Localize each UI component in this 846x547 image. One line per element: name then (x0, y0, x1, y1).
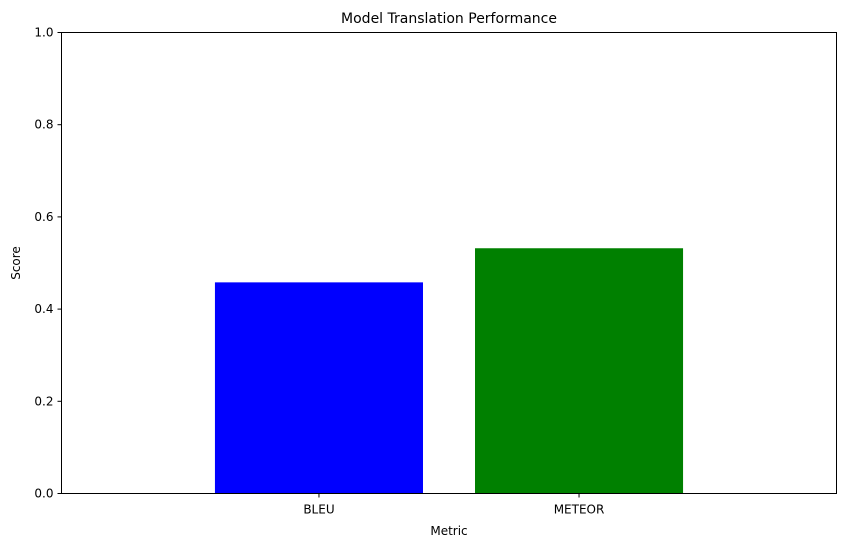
y-tick-label: 0.8 (34, 118, 53, 132)
bar-meteor (475, 248, 684, 494)
bars-group (214, 248, 684, 494)
y-tick-label: 1.0 (34, 26, 53, 40)
x-tick-label: METEOR (554, 503, 605, 517)
plot-frame (61, 32, 837, 494)
y-tick-label: 0.2 (34, 394, 53, 408)
x-tick-label: BLEU (303, 503, 334, 517)
y-axis-label: Score (9, 246, 23, 280)
y-tick-label: 0.0 (34, 487, 53, 501)
y-tick-label: 0.4 (34, 302, 53, 316)
y-tick-label: 0.6 (34, 210, 53, 224)
x-axis-ticks: BLEU METEOR (303, 493, 605, 517)
y-axis-ticks: 0.0 0.2 0.4 0.6 0.8 1.0 (34, 26, 62, 501)
chart-title: Model Translation Performance (341, 11, 557, 27)
bar-bleu (214, 282, 423, 494)
x-axis-label: Metric (430, 524, 467, 538)
